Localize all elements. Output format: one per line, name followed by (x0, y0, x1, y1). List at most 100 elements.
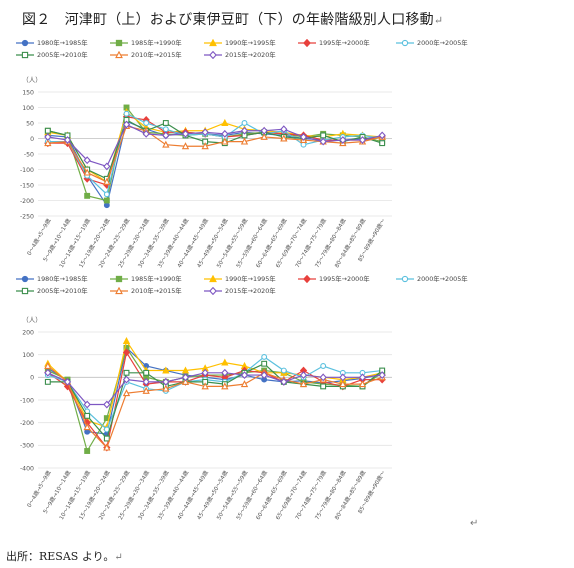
data-point (63, 377, 72, 386)
legend-marker (21, 39, 29, 46)
y-tick-label: 0 (30, 375, 34, 382)
legend-marker-icon (204, 50, 222, 59)
data-point (319, 137, 327, 146)
legend-item: 2005年→2010年 (16, 286, 88, 295)
series-line (47, 346, 383, 453)
data-point (103, 197, 110, 204)
data-point (201, 368, 209, 377)
legend-label: 2010年→2015年 (131, 287, 182, 295)
legend-item: 1985年→1990年 (110, 274, 182, 283)
legend-marker (21, 51, 29, 58)
data-point (320, 383, 327, 390)
data-point (84, 448, 91, 454)
data-point (44, 378, 51, 385)
legend-marker (209, 50, 217, 59)
return-mark-3: ↵ (114, 552, 123, 563)
data-point (299, 371, 308, 379)
legend-label: 1980年→1985年 (37, 39, 88, 47)
data-point (103, 162, 111, 171)
data-point (123, 369, 130, 376)
data-point (122, 375, 131, 384)
legend-marker-icon (16, 39, 34, 46)
legend-marker-icon (110, 286, 128, 294)
data-point (241, 120, 248, 126)
data-point (142, 386, 150, 394)
data-point (339, 136, 347, 144)
legend-item: 1995年→2000年 (298, 38, 370, 47)
data-point (261, 353, 268, 360)
series-line (47, 119, 383, 180)
plot-area: （人）2001000-100-200-300-4000～4歳→5～9歳5～9歳→… (20, 316, 392, 520)
data-point (44, 127, 51, 134)
chart-higashiizu: （人）2001000-100-200-300-4000～4歳→5～9歳5～9歳→… (20, 316, 392, 520)
data-point (63, 136, 72, 144)
return-mark: ↵ (433, 14, 444, 27)
legend-item: 2015年→2020年 (204, 286, 276, 295)
data-point (320, 363, 327, 369)
legend-label: 1980年→1985年 (37, 275, 88, 283)
data-point (44, 139, 52, 147)
data-point (122, 348, 131, 357)
legend-label: 2015年→2020年 (225, 51, 276, 59)
series (44, 368, 386, 409)
data-point (221, 382, 229, 390)
data-point (320, 132, 327, 139)
legend-marker (115, 39, 123, 46)
legend-item: 1990年→1995年 (204, 38, 276, 47)
y-tick-label: -200 (20, 198, 34, 205)
legend-item: 2010年→2015年 (110, 50, 182, 59)
legend-item: 2010年→2015年 (110, 286, 182, 295)
data-point (142, 129, 150, 138)
data-point (162, 384, 170, 392)
data-point (201, 128, 209, 137)
data-point (358, 373, 367, 382)
legend-label: 1990年→1995年 (225, 39, 276, 47)
series-line (47, 112, 383, 196)
data-point (103, 191, 110, 198)
data-point (44, 368, 52, 377)
legend-top: 1980年→1985年 1985年→1990年 1990年→1995年 1995年→2… (6, 38, 566, 64)
data-point (84, 192, 91, 199)
legend-item: 1980年→1985年 (16, 274, 88, 283)
legend-marker-icon (110, 39, 128, 46)
legend-marker-icon (110, 275, 128, 282)
y-tick-label: 100 (22, 352, 34, 359)
data-point (143, 369, 150, 376)
data-point (240, 380, 249, 388)
data-point (162, 377, 170, 386)
data-point (83, 400, 91, 409)
legend-item: 1995年→2000年 (298, 274, 370, 283)
legend-marker-icon (16, 275, 34, 282)
figure-title: 図２ 河津町（上）および東伊豆町（下）の年齢階級別人口移動↵ (22, 12, 444, 28)
data-point (280, 125, 288, 134)
data-point (201, 142, 209, 150)
legend-marker (21, 275, 29, 282)
series (44, 361, 386, 451)
data-point (122, 336, 131, 345)
return-mark-2: ↵ (470, 518, 479, 529)
y-tick-label: 50 (26, 120, 34, 127)
y-tick-label: 0 (30, 136, 34, 143)
legend-label: 2000年→2005年 (417, 275, 468, 283)
legend-item: 1990年→1995年 (204, 274, 276, 283)
data-point (240, 137, 249, 145)
legend-marker (115, 275, 123, 282)
data-point (181, 142, 190, 150)
data-point (122, 120, 131, 129)
series-line (47, 365, 383, 449)
data-point (240, 126, 249, 135)
legend-item: 2000年→2005年 (396, 38, 468, 47)
legend-item: 1980年→1985年 (16, 38, 88, 47)
data-point (83, 423, 91, 431)
legend-bottom: 1980年→1985年 1985年→1990年 1990年→1995年 1995年→2… (6, 274, 566, 300)
y-tick-label: -250 (20, 213, 34, 220)
legend-marker (303, 38, 311, 47)
legend-marker-icon (204, 274, 222, 282)
data-point (221, 118, 229, 126)
legend-marker-icon (204, 286, 222, 295)
data-point (221, 137, 229, 145)
data-point (123, 110, 130, 117)
legend-marker (115, 50, 123, 58)
data-point (280, 367, 287, 374)
source-note: 出所：RESAS より。↵ (6, 550, 123, 563)
